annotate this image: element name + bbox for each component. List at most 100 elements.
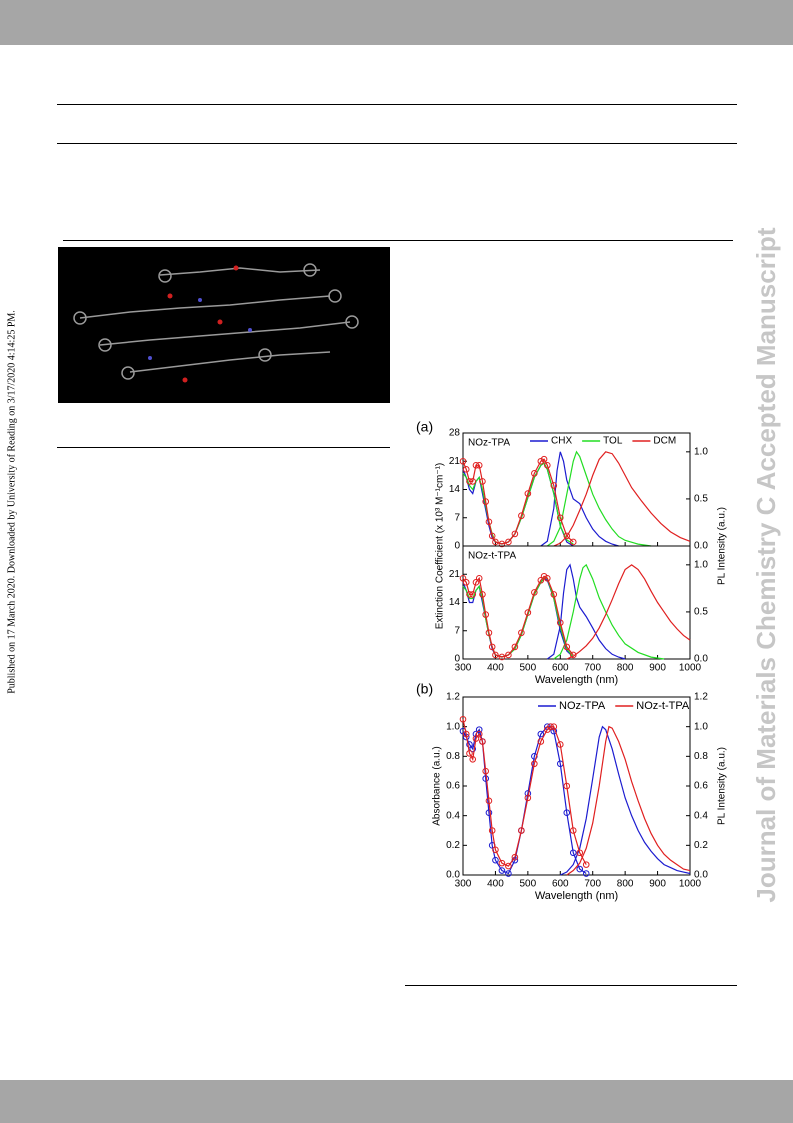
data-point bbox=[556, 514, 564, 522]
data-point bbox=[475, 574, 483, 582]
data-point bbox=[563, 782, 571, 790]
emission-curve bbox=[560, 725, 691, 876]
x-tick-label: 800 bbox=[617, 879, 634, 890]
y-tick-label: 21 bbox=[449, 569, 461, 580]
y-tick-label: 0.2 bbox=[446, 840, 460, 851]
data-point bbox=[518, 629, 525, 637]
data-point bbox=[537, 730, 545, 738]
emission-curve bbox=[566, 564, 691, 660]
data-point bbox=[466, 750, 473, 757]
data-point bbox=[524, 609, 532, 616]
data-point bbox=[498, 540, 506, 548]
absorption-curve bbox=[462, 577, 574, 658]
plot-frame bbox=[462, 545, 691, 660]
y2-tick-label: 0.0 bbox=[694, 654, 708, 665]
data-point bbox=[472, 735, 480, 742]
data-point bbox=[550, 723, 558, 730]
journal-watermark: Journal of Materials Chemistry C Accepte… bbox=[751, 227, 781, 903]
absorption-curve bbox=[462, 726, 587, 875]
bottom-bar bbox=[0, 1080, 793, 1123]
y-tick-label: 14 bbox=[449, 597, 461, 608]
data-point bbox=[524, 794, 532, 802]
x-tick-label: 500 bbox=[520, 663, 537, 674]
legend-label: NOz-TPA bbox=[559, 700, 606, 712]
data-point bbox=[466, 741, 473, 748]
x-tick-label: 400 bbox=[487, 879, 504, 890]
data-point bbox=[485, 809, 493, 817]
data-point bbox=[537, 577, 545, 584]
data-point bbox=[556, 741, 564, 748]
data-point bbox=[582, 861, 590, 868]
x-tick-label: 800 bbox=[617, 663, 634, 674]
y-axis-label: Extinction Coefficient (x 10³ M⁻¹cm⁻¹) bbox=[435, 463, 446, 630]
y-tick-label: 7 bbox=[454, 512, 460, 523]
data-point bbox=[459, 715, 467, 723]
y2-tick-label: 1.0 bbox=[694, 721, 708, 732]
y2-tick-label: 1.2 bbox=[694, 692, 708, 703]
data-point bbox=[505, 651, 512, 659]
y-tick-label: 0.0 bbox=[446, 870, 460, 881]
data-point bbox=[544, 461, 551, 469]
panel-title: NOz-TPA bbox=[468, 438, 510, 449]
x-tick-label: 400 bbox=[487, 663, 504, 674]
legend-label: NOz-t-TPA bbox=[636, 700, 690, 712]
data-point bbox=[505, 538, 512, 546]
y2-tick-label: 0.6 bbox=[694, 781, 708, 792]
data-point bbox=[479, 591, 486, 598]
data-point bbox=[498, 859, 506, 867]
x-tick-label: 300 bbox=[455, 663, 472, 674]
y-axis-label: Absorbance (a.u.) bbox=[432, 746, 443, 826]
data-point bbox=[563, 643, 571, 651]
data-point bbox=[488, 532, 496, 540]
x-axis-label: Wavelength (nm) bbox=[535, 890, 618, 902]
plot-frame bbox=[462, 432, 691, 547]
data-point bbox=[537, 457, 545, 465]
y-tick-label: 0.6 bbox=[446, 781, 460, 792]
data-point bbox=[540, 455, 548, 463]
top-bar bbox=[0, 0, 793, 45]
data-point bbox=[518, 512, 525, 520]
data-point bbox=[469, 591, 477, 598]
data-point bbox=[466, 591, 473, 598]
y-tick-label: 14 bbox=[449, 484, 461, 495]
x-tick-label: 700 bbox=[584, 663, 601, 674]
data-point bbox=[462, 466, 470, 473]
data-point bbox=[485, 518, 493, 526]
data-point bbox=[569, 849, 577, 857]
y2-tick-label: 0.0 bbox=[694, 870, 708, 881]
x-tick-label: 600 bbox=[552, 879, 569, 890]
data-point bbox=[475, 461, 483, 469]
x-tick-label: 900 bbox=[649, 879, 666, 890]
absorption-curve bbox=[462, 719, 587, 867]
data-point bbox=[485, 629, 493, 637]
data-point bbox=[569, 538, 577, 546]
data-point bbox=[518, 827, 525, 834]
x-tick-label: 500 bbox=[520, 879, 537, 890]
data-point bbox=[531, 760, 538, 768]
y2-tick-label: 0.2 bbox=[694, 840, 708, 851]
y-tick-label: 28 bbox=[449, 428, 461, 439]
data-point bbox=[459, 574, 467, 582]
y2-tick-label: 0.5 bbox=[694, 494, 708, 505]
x-tick-label: 600 bbox=[552, 663, 569, 674]
data-point bbox=[472, 461, 480, 469]
data-point bbox=[511, 530, 519, 538]
data-point bbox=[569, 827, 577, 834]
x-tick-label: 1000 bbox=[679, 663, 702, 674]
data-point bbox=[544, 574, 551, 582]
data-point bbox=[531, 589, 538, 596]
data-point bbox=[488, 643, 496, 651]
data-point bbox=[482, 767, 490, 775]
y2-axis-label: PL Intensity (a.u.) bbox=[717, 747, 728, 825]
data-point bbox=[576, 865, 584, 873]
y2-tick-label: 1.0 bbox=[694, 559, 708, 570]
y-tick-label: 0.8 bbox=[446, 751, 460, 762]
data-point bbox=[475, 730, 483, 738]
data-point bbox=[582, 870, 590, 877]
data-point bbox=[498, 653, 506, 661]
data-point bbox=[563, 809, 571, 817]
data-point bbox=[550, 482, 558, 489]
data-point bbox=[576, 849, 584, 857]
data-point bbox=[459, 457, 467, 465]
